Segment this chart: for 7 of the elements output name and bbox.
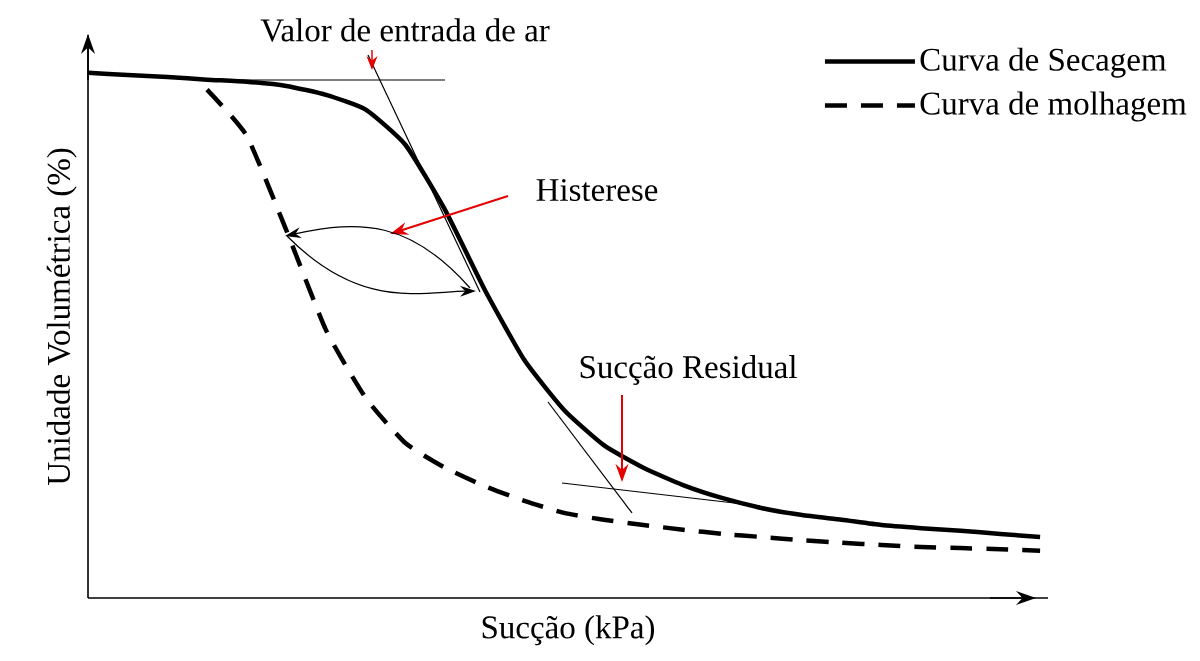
legend-label: Curva de Secagem — [920, 47, 1167, 78]
annotation: Histerese — [536, 178, 658, 202]
x-axis-title: Sucção (kPa) — [482, 615, 655, 646]
annotation: Sucção Residual — [580, 355, 797, 385]
legend-label: Curva de molhagem — [920, 91, 1187, 122]
y-axis-title: Unidade Volumétrica (%) — [46, 148, 77, 486]
text: Valor de entrada de ar — [260, 18, 550, 42]
